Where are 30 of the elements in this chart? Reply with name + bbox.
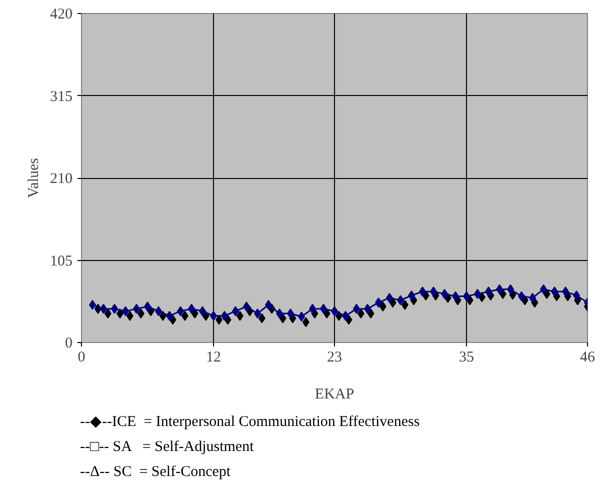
- y-axis-title: Values: [26, 158, 42, 198]
- x-tick-label: 23: [327, 350, 342, 366]
- point: [357, 308, 364, 319]
- point: [478, 292, 486, 302]
- text: --□-- SA = Self-Adjustment: [80, 439, 254, 455]
- point: [379, 301, 386, 312]
- x-tick-label: 0: [78, 350, 86, 366]
- y-tick-label: 105: [50, 253, 72, 270]
- x-tick-label: 46: [580, 350, 596, 366]
- point: [408, 290, 415, 300]
- point: [302, 317, 310, 328]
- point: [236, 310, 244, 321]
- y-tick-label: 210: [50, 171, 72, 187]
- x-axis-title: EKAP: [314, 386, 354, 402]
- point: [401, 300, 408, 310]
- text: --Δ-- SC = Self-Concept: [80, 464, 231, 480]
- y-tick-label: 0: [65, 336, 72, 352]
- x-tick-label: 35: [459, 350, 474, 366]
- point: [137, 308, 144, 319]
- text: --◆--ICE = Interpersonal Communication Effectiveness: [80, 414, 420, 430]
- point: [258, 313, 266, 324]
- x-tick-label: 12: [206, 350, 221, 366]
- y-tick-label: 315: [50, 88, 72, 105]
- point: [181, 310, 188, 321]
- point: [367, 308, 374, 319]
- point: [573, 290, 580, 300]
- point: [126, 310, 134, 321]
- point: [104, 308, 112, 319]
- point: [499, 288, 506, 299]
- y-tick-label: 420: [50, 6, 72, 22]
